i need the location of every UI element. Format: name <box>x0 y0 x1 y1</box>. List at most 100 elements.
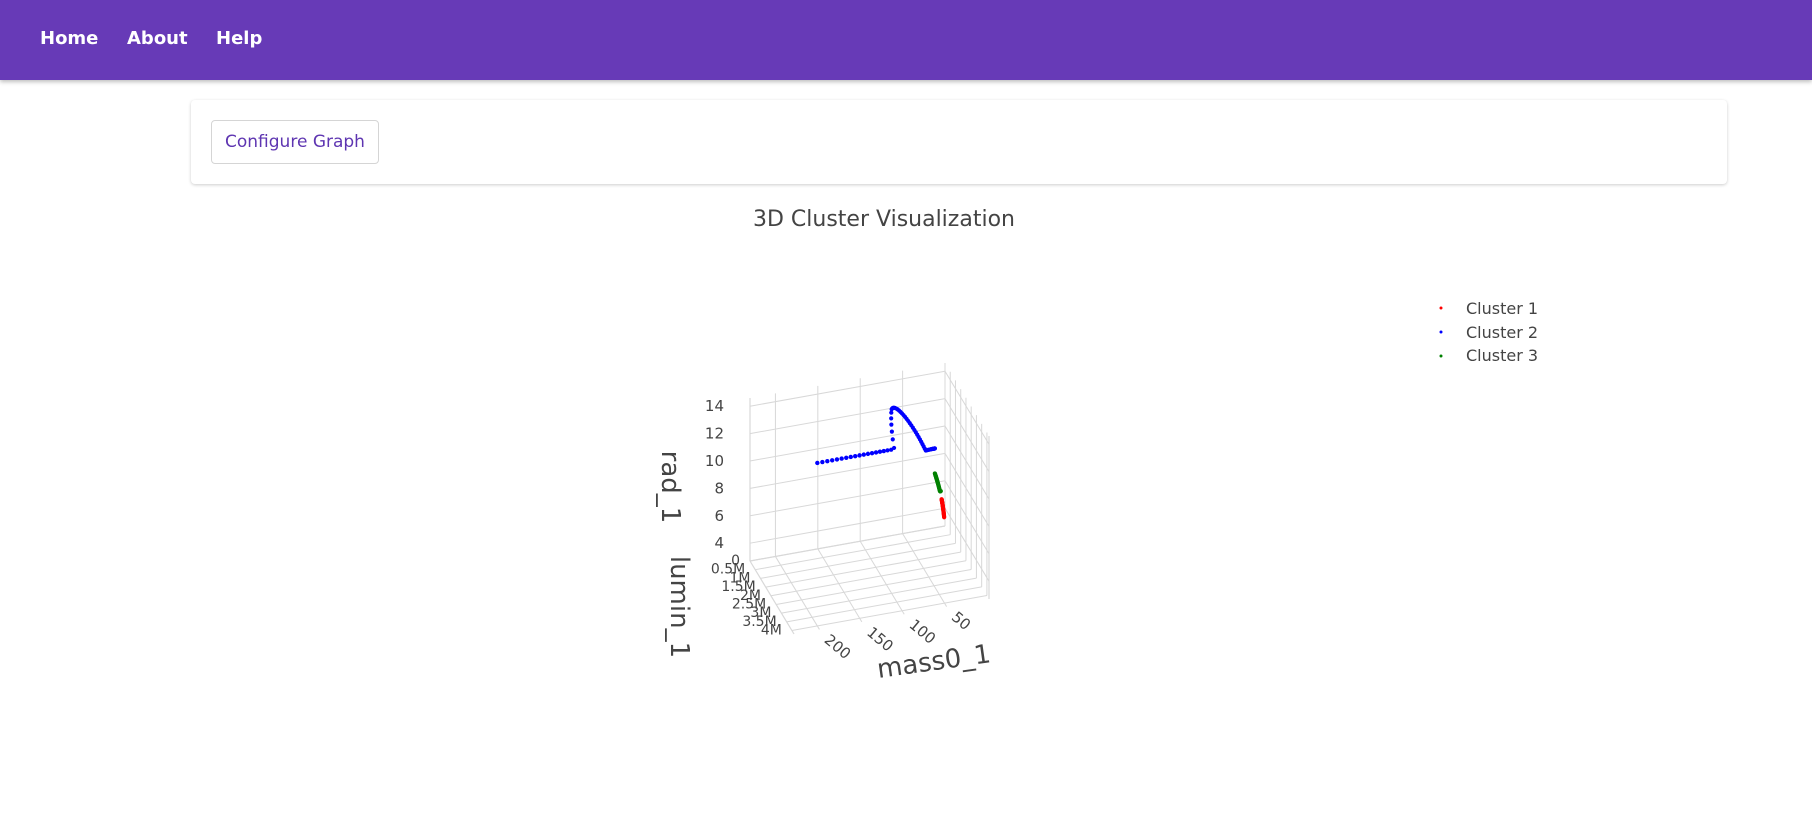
nav-home-link[interactable]: Home <box>40 28 99 49</box>
grid-line <box>755 534 951 571</box>
data-point <box>934 476 939 481</box>
data-point <box>942 515 947 520</box>
data-point <box>941 509 946 514</box>
legend-item-cluster-2[interactable]: Cluster 2 <box>1439 323 1539 342</box>
y-tick-label: 2M <box>740 588 761 604</box>
data-point <box>930 446 936 451</box>
y-axis-label: lumin_1 <box>664 556 694 658</box>
grid-line <box>944 480 990 555</box>
data-point <box>909 423 914 428</box>
data-point <box>923 448 928 453</box>
data-point <box>889 407 894 412</box>
data-point <box>939 497 944 502</box>
y-tick-label: 0 <box>731 553 740 569</box>
z-axis-label: rad_1 <box>655 451 685 524</box>
data-point <box>889 429 894 434</box>
grid-line <box>765 551 961 588</box>
data-point <box>940 502 945 507</box>
data-point <box>940 503 945 509</box>
data-point <box>916 434 921 440</box>
data-point <box>815 460 820 466</box>
grid-line <box>944 370 990 445</box>
configure-graph-button[interactable]: Configure Graph <box>211 120 379 164</box>
y-tick-label: 1.5M <box>721 579 755 595</box>
data-point <box>936 483 941 488</box>
data-point <box>941 507 946 512</box>
data-point <box>928 447 933 452</box>
data-point <box>924 448 929 453</box>
data-point <box>935 480 940 485</box>
data-point <box>940 504 945 509</box>
data-point <box>938 489 943 494</box>
data-point <box>939 498 944 503</box>
data-point <box>901 412 906 418</box>
data-point <box>941 512 946 517</box>
grid-line <box>944 507 990 582</box>
data-point <box>940 503 945 508</box>
data-point <box>941 511 946 517</box>
data-point <box>921 444 926 449</box>
legend-item-cluster-1[interactable]: Cluster 1 <box>1439 299 1539 318</box>
data-point <box>940 503 945 508</box>
data-point <box>932 471 937 476</box>
data-point <box>941 508 946 513</box>
grid-line <box>817 548 863 623</box>
data-point <box>940 501 945 506</box>
z-tick-label: 10 <box>705 452 724 470</box>
data-point <box>935 481 940 486</box>
y-tick-label: 4M <box>761 623 782 639</box>
data-point <box>931 446 936 451</box>
axis-line <box>749 525 946 562</box>
data-point <box>929 447 934 452</box>
data-point <box>933 475 939 480</box>
legend-swatch <box>1439 354 1443 358</box>
data-point <box>932 446 937 451</box>
x-axis-label: mass0_1 <box>875 639 992 685</box>
data-point <box>939 497 944 503</box>
data-point <box>938 489 943 494</box>
z-tick-label: 8 <box>714 479 724 497</box>
data-point <box>890 405 896 410</box>
data-point <box>939 498 945 504</box>
data-point <box>919 439 924 444</box>
nav-about-link[interactable]: About <box>127 28 188 49</box>
data-point <box>932 446 937 451</box>
grid-line <box>944 398 990 472</box>
data-point <box>939 498 944 503</box>
z-tick-label: 6 <box>714 507 724 525</box>
data-point <box>885 448 890 453</box>
axis-line <box>749 560 795 635</box>
data-point <box>934 475 939 480</box>
y-tick-label: 0.5M <box>711 562 745 578</box>
grid-line <box>749 370 946 407</box>
grid-line <box>859 540 905 615</box>
legend-item-cluster-3[interactable]: Cluster 3 <box>1439 346 1539 365</box>
grid-line <box>749 507 946 544</box>
data-point <box>941 510 946 515</box>
data-point <box>938 489 943 494</box>
data-point <box>936 485 942 490</box>
data-point <box>933 474 938 479</box>
graph-config-card: Configure Graph <box>191 100 1727 184</box>
chart-grid <box>749 363 990 635</box>
z-tick-label: 12 <box>705 425 724 443</box>
data-point <box>896 408 902 413</box>
data-point <box>938 489 943 494</box>
data-point <box>915 432 920 437</box>
grid-line <box>760 542 956 579</box>
grid-line <box>781 577 977 614</box>
data-point <box>898 409 903 414</box>
grid-line <box>775 556 820 630</box>
grid-line <box>749 452 946 489</box>
data-point <box>930 446 935 452</box>
grid-line <box>749 425 946 462</box>
grid-line <box>791 595 987 632</box>
nav-help-link[interactable]: Help <box>216 28 263 49</box>
data-point <box>941 511 946 516</box>
data-point <box>935 479 940 484</box>
data-point <box>937 486 942 492</box>
data-point <box>935 478 940 483</box>
data-point <box>926 447 931 452</box>
data-point <box>932 446 937 451</box>
